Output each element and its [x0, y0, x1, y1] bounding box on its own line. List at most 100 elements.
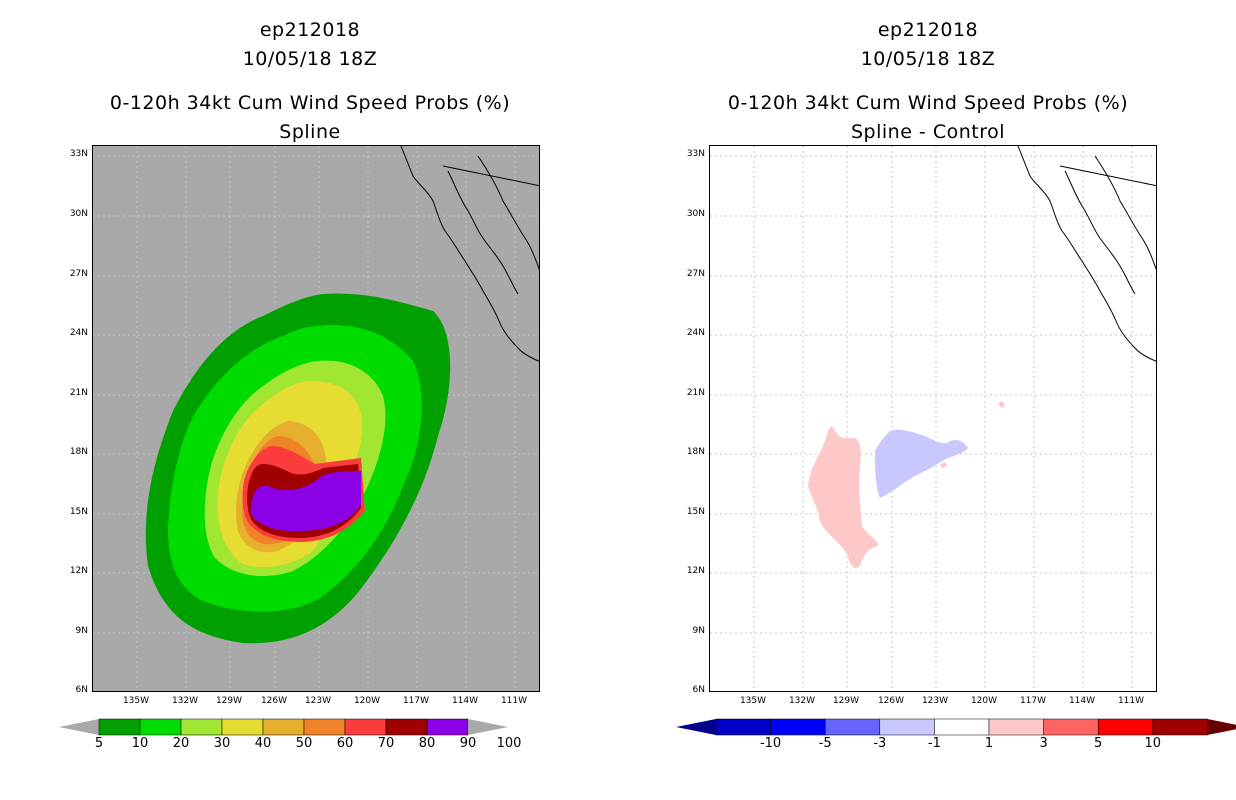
colorbar-right-triangle [468, 719, 508, 735]
lon-tick-label: 111W [500, 696, 528, 706]
lon-tick-label: 132W [788, 696, 816, 706]
colorbar-label: 50 [295, 736, 313, 751]
lat-tick-label: 30N [69, 209, 88, 219]
right-map-svg [710, 146, 1156, 691]
colorbar-box [770, 718, 826, 736]
colorbar-label: 5 [94, 736, 104, 751]
colorbar-label: 10 [131, 736, 149, 751]
right-title-product: 0-120h 34kt Cum Wind Speed Probs (%) [727, 92, 1129, 114]
lon-tick-label: 114W [1068, 696, 1096, 706]
lat-tick-label: 21N [686, 388, 705, 398]
colorbar-label: 40 [254, 736, 272, 751]
colorbar-box [715, 718, 771, 736]
colorbar-box [1097, 718, 1154, 736]
lat-tick-label: 18N [69, 447, 88, 457]
colorbar-box [879, 718, 935, 736]
left-title-scheme: Spline [279, 121, 341, 143]
colorbar-label: 20 [172, 736, 190, 751]
left-colorbar [59, 718, 508, 736]
lon-tick-label: 117W [402, 696, 430, 706]
colorbar-right-triangle [1207, 719, 1236, 735]
colorbar-label: 100 [496, 736, 522, 751]
lon-tick-label: 123W [921, 696, 949, 706]
lat-tick-label: 6N [692, 685, 705, 695]
colorbar-box [139, 718, 182, 736]
colorbar-label: 90 [459, 736, 477, 751]
lat-tick-label: 12N [69, 566, 88, 576]
colorbar-box [344, 718, 387, 736]
left-title-date: 10/05/18 18Z [242, 48, 378, 70]
colorbar-box [385, 718, 428, 736]
lat-tick-label: 24N [686, 328, 705, 338]
lat-tick-label: 12N [686, 566, 705, 576]
colorbar-left-triangle [676, 719, 716, 735]
diff-negative-area [875, 429, 968, 498]
left-map-panel [92, 145, 540, 692]
lat-tick-label: 15N [686, 507, 705, 517]
colorbar-box [1043, 718, 1099, 736]
colorbar-label: 5 [1094, 736, 1103, 751]
right-colorbar [676, 718, 1236, 736]
colorbar-label: -5 [818, 736, 832, 751]
lon-tick-label: 135W [739, 696, 767, 706]
lon-tick-label: 120W [970, 696, 998, 706]
colorbar-label: -1 [927, 736, 941, 751]
left-title-product: 0-120h 34kt Cum Wind Speed Probs (%) [109, 92, 511, 114]
colorbar-box [1152, 718, 1208, 736]
right-coastline [1017, 146, 1156, 362]
colorbar-label: -3 [873, 736, 887, 751]
lon-tick-label: 126W [877, 696, 905, 706]
left-coastline [400, 146, 539, 362]
lon-tick-label: 123W [304, 696, 332, 706]
colorbar-box [303, 718, 346, 736]
lon-tick-label: 117W [1019, 696, 1047, 706]
left-title-storm: ep212018 [259, 19, 361, 41]
right-title-storm: ep212018 [877, 19, 979, 41]
right-title-scheme: Spline - Control [850, 121, 1006, 143]
colorbar-label: -10 [759, 736, 782, 751]
colorbar-label: 30 [213, 736, 231, 751]
right-gridlines [710, 146, 1156, 691]
lon-tick-label: 129W [215, 696, 243, 706]
right-diff-areas [808, 401, 1005, 568]
colorbar-box [180, 718, 223, 736]
right-map-panel [709, 145, 1157, 692]
lon-tick-label: 126W [260, 696, 288, 706]
lat-tick-label: 33N [686, 149, 705, 159]
lat-tick-label: 27N [686, 269, 705, 279]
colorbar-box [426, 718, 469, 736]
lon-tick-label: 135W [122, 696, 150, 706]
colorbar-left-triangle [59, 719, 99, 735]
colorbar-label: 1 [984, 736, 994, 751]
diff-positive-small [998, 401, 1005, 408]
diff-positive-small-2 [940, 462, 947, 468]
colorbar-box [98, 718, 141, 736]
colorbars-svg [59, 718, 1236, 736]
colorbar-label: 80 [418, 736, 436, 751]
colorbar-box [988, 718, 1044, 736]
colorbar-label: 60 [336, 736, 354, 751]
lat-tick-label: 24N [69, 328, 88, 338]
lat-tick-label: 15N [69, 507, 88, 517]
lon-tick-label: 114W [451, 696, 479, 706]
left-prob-contours [145, 293, 451, 644]
left-map-svg [93, 146, 539, 691]
lon-tick-label: 120W [353, 696, 381, 706]
lat-tick-label: 9N [692, 626, 705, 636]
contour-100 [250, 471, 361, 532]
lat-tick-label: 9N [75, 626, 88, 636]
colorbar-label: 70 [377, 736, 395, 751]
colorbar-box [824, 718, 881, 736]
lat-tick-label: 27N [69, 269, 88, 279]
diff-positive-area [808, 426, 879, 568]
colorbar-label: 10 [1144, 736, 1162, 751]
lon-tick-label: 111W [1117, 696, 1145, 706]
lat-tick-label: 30N [686, 209, 705, 219]
colorbar-box [221, 718, 264, 736]
colorbar-box [934, 718, 990, 736]
lon-tick-label: 129W [832, 696, 860, 706]
lat-tick-label: 21N [69, 388, 88, 398]
colorbar-box [262, 718, 305, 736]
right-title-date: 10/05/18 18Z [860, 48, 996, 70]
lon-tick-label: 132W [171, 696, 199, 706]
